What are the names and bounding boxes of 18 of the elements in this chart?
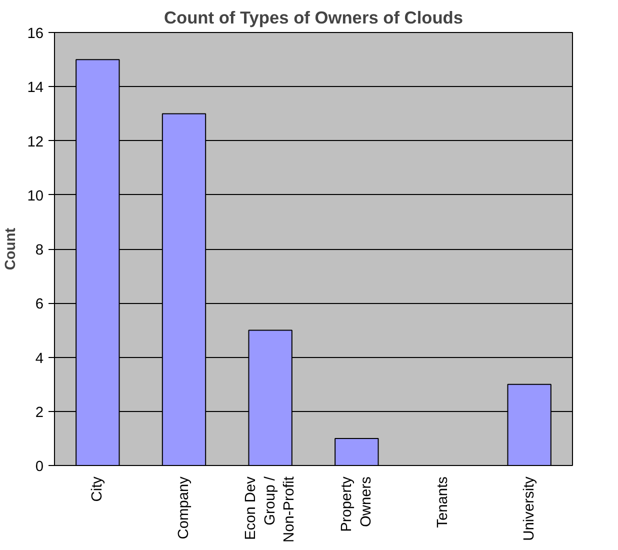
y-tick-label: 10: [27, 188, 44, 204]
bar: [334, 438, 379, 466]
y-axis-title: Count: [3, 228, 20, 270]
x-tick-label: University: [521, 476, 538, 541]
chart-title: Count of Types of Owners of Clouds: [164, 8, 464, 28]
y-tick-label: 16: [27, 26, 44, 42]
x-tick-label: Property Owners: [339, 476, 374, 532]
y-tick-label: 12: [27, 134, 44, 150]
y-tick-label: 4: [35, 350, 44, 367]
x-tick-label: City: [90, 476, 106, 502]
x-tick-label: Company: [176, 476, 192, 540]
x-tick-label: Tenants: [435, 476, 451, 528]
y-tick-label: 14: [27, 80, 44, 96]
y-tick-label: 2: [35, 404, 44, 421]
y-tick-label: 6: [35, 296, 44, 313]
x-tick-label: Econ Dev Group / Non-Profit: [243, 476, 298, 542]
y-tick-label: 8: [35, 242, 44, 258]
y-tick-label: 0: [35, 459, 44, 475]
